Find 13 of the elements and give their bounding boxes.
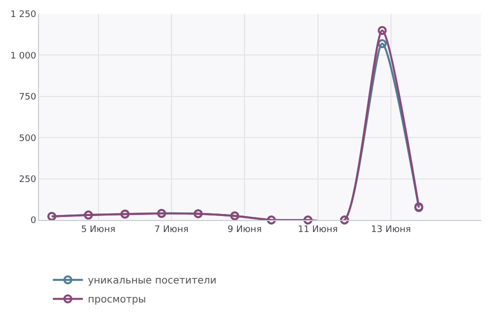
y-tick-label: 1 000 — [10, 51, 36, 62]
x-tick-label: 7 Июня — [154, 224, 189, 235]
x-tick-label: 11 Июня — [298, 224, 338, 235]
legend-label: уникальные посетители — [88, 276, 217, 287]
x-tick-label: 13 Июня — [371, 224, 411, 235]
y-tick-label: 500 — [19, 134, 36, 144]
x-tick-label: 9 Июня — [228, 224, 262, 235]
y-tick-label: 250 — [19, 174, 36, 185]
y-tick-label: 1 250 — [10, 10, 36, 20]
y-tick-label: 0 — [30, 216, 36, 226]
y-tick-label: 750 — [19, 92, 36, 103]
legend-label: просмотры — [88, 294, 146, 306]
x-tick-label: 5 Июня — [81, 224, 116, 235]
